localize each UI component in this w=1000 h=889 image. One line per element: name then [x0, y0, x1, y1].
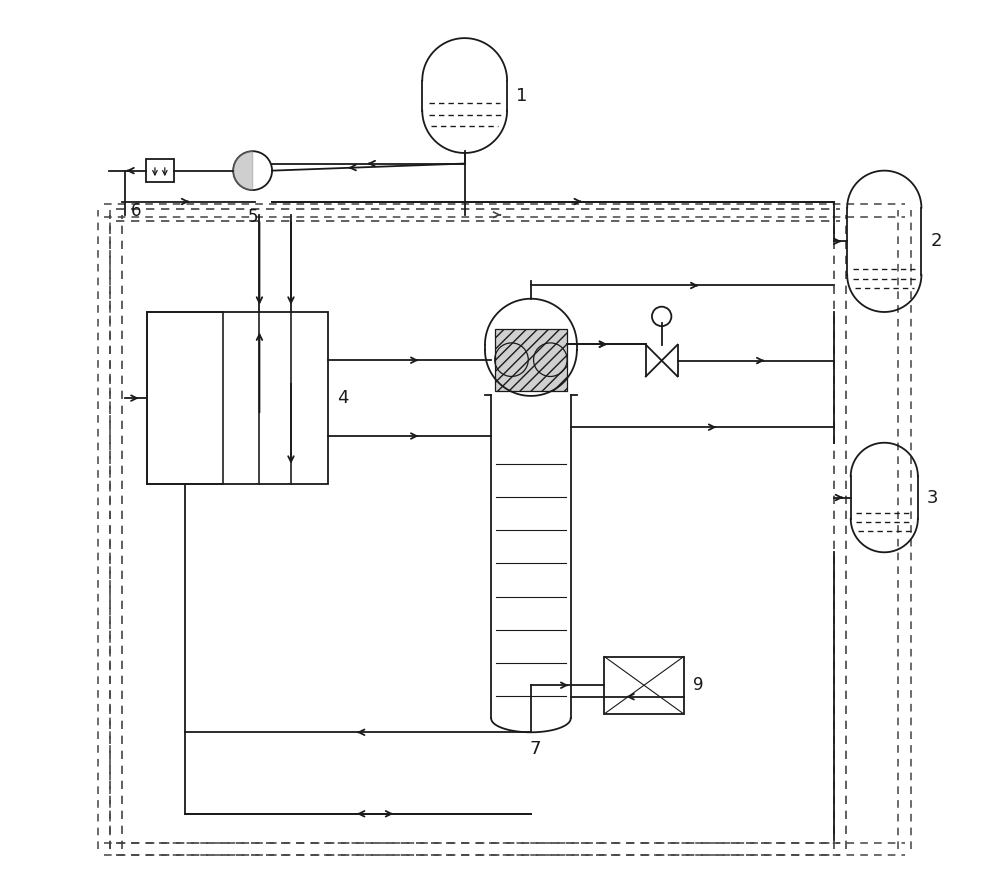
Bar: [146, 159, 174, 182]
Text: 4: 4: [337, 389, 348, 407]
Text: 9: 9: [693, 677, 703, 694]
Text: 7: 7: [530, 741, 541, 758]
Bar: [147, 312, 328, 485]
Bar: [147, 312, 223, 485]
Bar: [604, 657, 684, 714]
Bar: [495, 329, 567, 390]
Text: 1: 1: [516, 86, 527, 105]
Text: 2: 2: [930, 232, 942, 251]
Text: 6: 6: [131, 203, 141, 220]
Text: 3: 3: [927, 489, 938, 507]
Polygon shape: [233, 151, 253, 190]
Text: 5: 5: [247, 208, 258, 226]
